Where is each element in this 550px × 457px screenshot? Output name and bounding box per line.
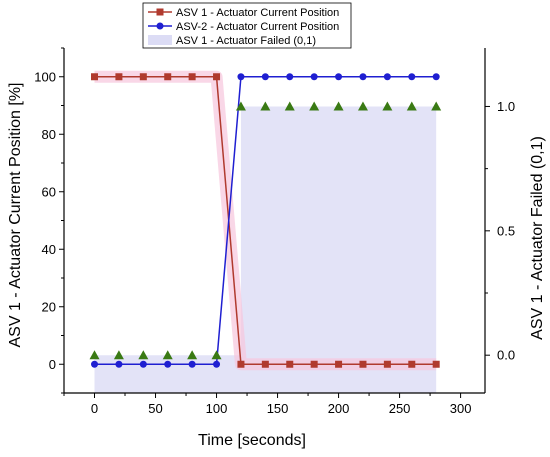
failed-point — [382, 101, 393, 111]
x-tick-label: 250 — [389, 401, 411, 416]
failed-point — [211, 350, 222, 360]
y-left-tick-label: 40 — [42, 242, 56, 257]
asv2-point — [91, 360, 99, 368]
y-left-tick-label: 0 — [49, 357, 56, 372]
legend: ASV 1 - Actuator Current Position ASV-2 -… — [142, 2, 352, 49]
failed-point — [284, 101, 295, 111]
failed-point — [162, 350, 173, 360]
y-left-tick-label: 20 — [42, 299, 56, 314]
failed-point — [89, 350, 100, 360]
asv2-point — [408, 73, 416, 81]
asv1-point — [91, 73, 99, 81]
asv1-point — [213, 73, 221, 81]
asv1-point — [188, 73, 196, 81]
failed-point — [309, 101, 320, 111]
legend-item-failed-label: ASV 1 - Actuator Failed (0,1) — [176, 35, 316, 47]
asv2-point — [237, 73, 245, 81]
y-axis-left-title: ASV 1 - Actuator Current Position [%] — [7, 82, 24, 347]
y-axis-right-title: ASV 1 - Actuator Failed (0,1) — [529, 136, 546, 340]
y-left-tick-label: 80 — [42, 127, 56, 142]
failed-area-fill — [94, 106, 437, 394]
asv1-point — [139, 73, 147, 81]
legend-item-asv1-marker — [156, 8, 164, 16]
asv1-point — [359, 360, 367, 368]
asv1-point — [261, 360, 269, 368]
asv1-point — [164, 73, 172, 81]
asv1-point — [115, 73, 123, 81]
asv1-point — [286, 360, 294, 368]
failed-point — [333, 101, 344, 111]
x-tick-label: 300 — [450, 401, 472, 416]
y-right-tick-label: 0.5 — [497, 223, 515, 238]
asv2-point — [335, 73, 343, 81]
failed-point — [357, 101, 368, 111]
failed-point — [406, 101, 417, 111]
x-tick-label: 0 — [91, 401, 98, 416]
asv1-point — [408, 360, 416, 368]
failed-point — [235, 101, 246, 111]
y-right-tick-label: 1.0 — [497, 99, 515, 114]
asv1-point — [310, 360, 318, 368]
asv1-point — [383, 360, 391, 368]
y-left-tick-label: 100 — [34, 69, 56, 84]
asv2-point — [115, 360, 123, 368]
asv2-point — [139, 360, 147, 368]
legend-item-asv2-label: ASV-2 - Actuator Current Position — [176, 21, 339, 33]
asv2-point — [164, 360, 172, 368]
failed-point — [260, 101, 271, 111]
asv1-point — [237, 360, 245, 368]
legend-item-asv2-marker — [156, 22, 164, 30]
asv2-point — [383, 73, 391, 81]
asv2-point — [286, 73, 294, 81]
failed-point — [431, 101, 442, 111]
x-tick-label: 100 — [206, 401, 228, 416]
failed-point — [187, 350, 198, 360]
asv2-point — [359, 73, 367, 81]
asv2-point — [261, 73, 269, 81]
y-left-tick-label: 60 — [42, 184, 56, 199]
area-layer — [94, 106, 437, 394]
failed-point — [138, 350, 149, 360]
asv2-point — [213, 360, 221, 368]
asv2-point — [188, 360, 196, 368]
ticks-layer: 0 50 100 150 200 250 300 0 20 40 60 80 100 0.0 0.5 1.0 — [34, 47, 515, 416]
x-axis-title: Time [seconds] — [198, 432, 306, 449]
legend-box — [142, 2, 352, 49]
legend-item-failed-swatch — [148, 35, 172, 45]
y-right-tick-label: 0.0 — [497, 348, 515, 363]
x-tick-label: 150 — [267, 401, 289, 416]
legend-item-asv1-label: ASV 1 - Actuator Current Position — [176, 7, 339, 19]
asv1-point — [335, 360, 343, 368]
markers-layer — [89, 73, 442, 368]
failed-point — [113, 350, 124, 360]
asv2-point — [432, 73, 440, 81]
x-tick-label: 200 — [328, 401, 350, 416]
asv1-point — [432, 360, 440, 368]
x-tick-label: 50 — [148, 401, 162, 416]
asv2-point — [310, 73, 318, 81]
